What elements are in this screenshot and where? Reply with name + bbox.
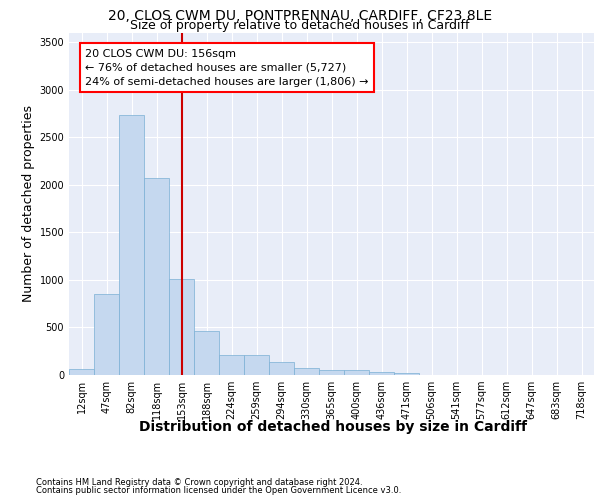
Bar (344, 370, 369, 375)
Y-axis label: Number of detached properties: Number of detached properties (22, 106, 35, 302)
Bar (94, 294, 119, 375)
Bar (194, 331, 219, 375)
Bar (69, 370, 94, 375)
Bar (394, 372, 419, 375)
Text: Contains public sector information licensed under the Open Government Licence v3: Contains public sector information licen… (36, 486, 401, 495)
Bar (144, 178, 169, 375)
Text: 20 CLOS CWM DU: 156sqm
← 76% of detached houses are smaller (5,727)
24% of semi-: 20 CLOS CWM DU: 156sqm ← 76% of detached… (85, 48, 369, 86)
Bar (294, 368, 319, 375)
Bar (119, 116, 144, 375)
Text: Contains HM Land Registry data © Crown copyright and database right 2024.: Contains HM Land Registry data © Crown c… (36, 478, 362, 487)
Bar (319, 370, 344, 375)
Bar (169, 279, 194, 375)
Text: 20, CLOS CWM DU, PONTPRENNAU, CARDIFF, CF23 8LE: 20, CLOS CWM DU, PONTPRENNAU, CARDIFF, C… (108, 9, 492, 23)
Text: Distribution of detached houses by size in Cardiff: Distribution of detached houses by size … (139, 420, 527, 434)
Text: Size of property relative to detached houses in Cardiff: Size of property relative to detached ho… (130, 19, 470, 32)
Bar (219, 355, 244, 375)
Bar (369, 372, 394, 375)
Bar (269, 362, 294, 375)
Bar (244, 355, 269, 375)
